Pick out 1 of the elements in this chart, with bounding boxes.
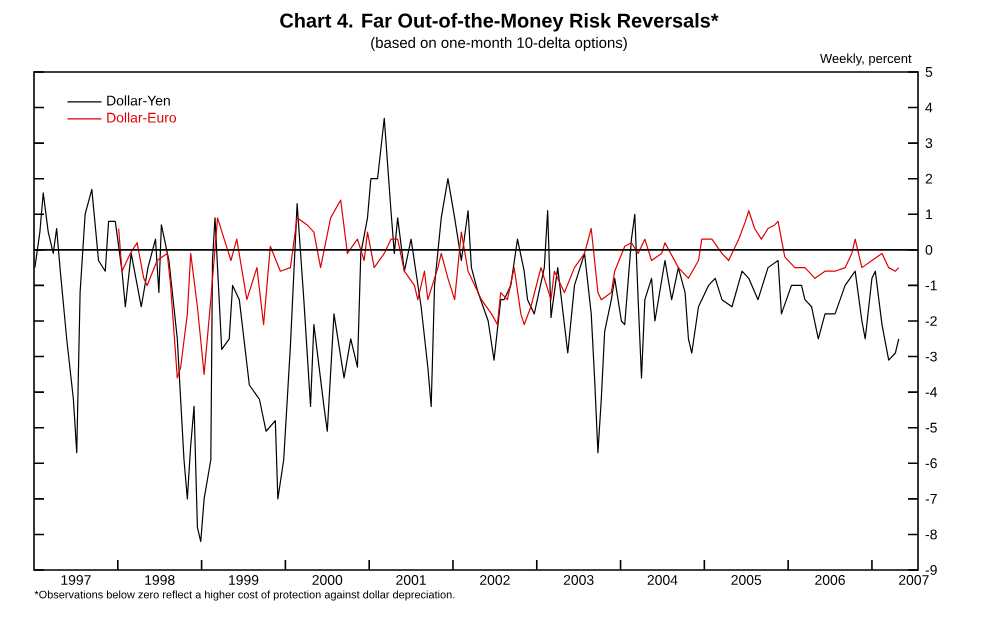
chart-title: Chart 4. Far Out-of-the-Money Risk Reversals* bbox=[280, 13, 719, 32]
